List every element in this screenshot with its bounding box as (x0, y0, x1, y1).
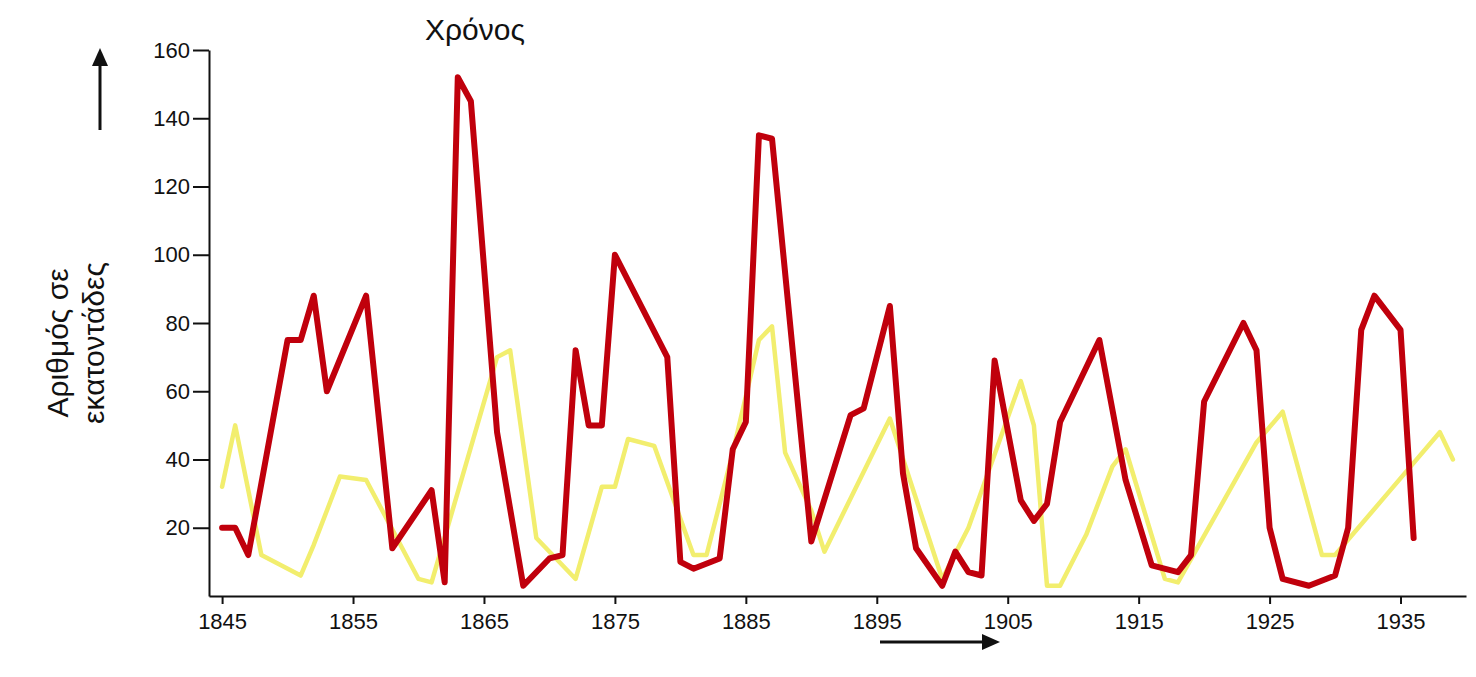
x-tick: 1875 (591, 596, 640, 634)
x-tick-mark (1007, 596, 1009, 604)
y-tick: 120 (153, 174, 209, 199)
y-tick-label: 140 (153, 106, 190, 131)
x-tick: 1885 (722, 596, 771, 634)
x-tick-label: 1905 (984, 609, 1033, 634)
y-tick-mark (193, 459, 209, 461)
y-tick-mark (193, 50, 209, 52)
x-tick-mark (614, 596, 616, 604)
x-tick: 1935 (1377, 596, 1426, 634)
y-tick: 80 (166, 311, 209, 336)
y-tick-mark (193, 186, 209, 188)
y-tick-label: 80 (166, 311, 190, 336)
x-tick-mark (483, 596, 485, 604)
x-tick: 1865 (460, 596, 509, 634)
x-tick-label: 1845 (198, 609, 247, 634)
x-tick-label: 1865 (460, 609, 509, 634)
x-tick-mark (1269, 596, 1271, 604)
y-tick-label: 20 (166, 515, 190, 540)
x-tick: 1895 (853, 596, 902, 634)
y-axis: 20 40 60 80 100 120 140 160 (153, 38, 209, 597)
y-tick-mark (193, 118, 209, 120)
x-tick: 1845 (198, 596, 247, 634)
x-axis-line (210, 596, 1467, 598)
x-arrow-shaft (880, 641, 985, 644)
y-tick-label: 120 (153, 174, 190, 199)
x-tick-mark (1138, 596, 1140, 604)
x-arrow-head (982, 634, 1000, 650)
chart: ΧρόνοςΑριθμός σεεκατοντάδες1845185518651… (0, 0, 1476, 677)
x-tick-mark (222, 596, 224, 604)
chart-title: Χρόνος (425, 13, 525, 46)
x-tick-mark (353, 596, 355, 604)
y-tick: 160 (153, 38, 209, 63)
x-tick-label: 1935 (1377, 609, 1426, 634)
y-tick: 100 (153, 242, 209, 267)
y-tick-mark (193, 391, 209, 393)
x-tick-label: 1885 (722, 609, 771, 634)
x-tick: 1855 (329, 596, 378, 634)
x-tick: 1925 (1246, 596, 1295, 634)
y-tick: 140 (153, 106, 209, 131)
series-line (222, 77, 1414, 585)
y-tick-mark (193, 254, 209, 256)
y-tick-label: 100 (153, 242, 190, 267)
y-tick-label: 160 (153, 38, 190, 63)
y-tick: 40 (166, 447, 209, 472)
y-tick: 60 (166, 379, 209, 404)
y-arrow-head (92, 48, 108, 66)
x-tick-mark (745, 596, 747, 604)
y-tick-mark (193, 323, 209, 325)
x-tick-label: 1925 (1246, 609, 1295, 634)
y-arrow-shaft (99, 62, 102, 130)
x-tick: 1915 (1115, 596, 1164, 634)
x-tick-mark (1400, 596, 1402, 604)
x-tick-mark (876, 596, 878, 604)
x-tick: 1905 (984, 596, 1033, 634)
x-axis: 1845 1855 1865 1875 1885 1895 1905 1915 1925 1935 (198, 596, 1466, 634)
y-tick-label: 40 (166, 447, 190, 472)
x-tick-label: 1895 (853, 609, 902, 634)
x-tick-label: 1915 (1115, 609, 1164, 634)
y-tick: 20 (166, 515, 209, 540)
x-tick-label: 1875 (591, 609, 640, 634)
x-tick-label: 1855 (329, 609, 378, 634)
y-axis-title: Αριθμός σεεκατοντάδες (41, 262, 110, 424)
y-tick-mark (193, 527, 209, 529)
y-tick-label: 60 (166, 379, 190, 404)
plot-area (222, 77, 1453, 585)
